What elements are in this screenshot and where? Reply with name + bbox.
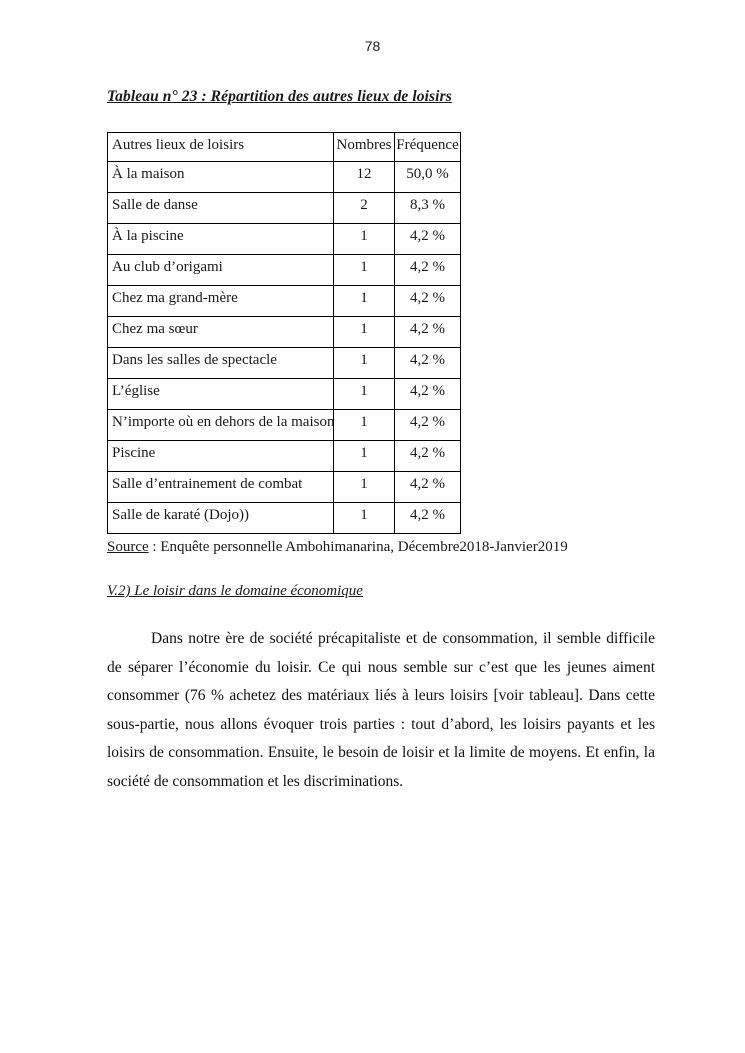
table-row: Piscine 1 4,2 % — [107, 440, 461, 472]
cell-frequence: 4,2 % — [394, 378, 461, 410]
cell-lieu: Salle de karaté (Dojo)) — [107, 502, 334, 534]
table-row: À la piscine 1 4,2 % — [107, 223, 461, 255]
section-heading: V.2) Le loisir dans le domaine économiqu… — [107, 583, 363, 599]
cell-nombre: 1 — [333, 502, 395, 534]
cell-nombre: 1 — [333, 409, 395, 441]
table-row: Chez ma sœur 1 4,2 % — [107, 316, 461, 348]
table-row: À la maison 12 50,0 % — [107, 161, 461, 193]
cell-lieu: Salle d’entrainement de combat — [107, 471, 334, 503]
cell-nombre: 1 — [333, 316, 395, 348]
table-header-row: Autres lieux de loisirs Nombres Fréquenc… — [107, 132, 461, 162]
cell-nombre: 1 — [333, 378, 395, 410]
cell-frequence: 4,2 % — [394, 502, 461, 534]
cell-lieu: À la maison — [107, 161, 334, 193]
cell-lieu: Salle de danse — [107, 192, 334, 224]
cell-frequence: 50,0 % — [394, 161, 461, 193]
table-caption: Tableau n° 23 : Répartition des autres l… — [107, 88, 452, 105]
cell-lieu: Chez ma grand-mère — [107, 285, 334, 317]
cell-nombre: 1 — [333, 254, 395, 286]
table-row: Chez ma grand-mère 1 4,2 % — [107, 285, 461, 317]
column-header-lieux: Autres lieux de loisirs — [107, 132, 334, 162]
cell-lieu: Dans les salles de spectacle — [107, 347, 334, 379]
source-label: Source — [107, 539, 149, 555]
column-header-nombres: Nombres — [333, 132, 395, 162]
source-text: : Enquête personnelle Ambohimanarina, Dé… — [148, 539, 568, 555]
cell-nombre: 1 — [333, 471, 395, 503]
cell-nombre: 2 — [333, 192, 395, 224]
loisirs-table: Autres lieux de loisirs Nombres Fréquenc… — [107, 132, 461, 534]
cell-lieu: Chez ma sœur — [107, 316, 334, 348]
cell-nombre: 12 — [333, 161, 395, 193]
source-line: Source : Enquête personnelle Ambohimanar… — [107, 539, 655, 556]
cell-lieu: À la piscine — [107, 223, 334, 255]
cell-frequence: 4,2 % — [394, 223, 461, 255]
cell-frequence: 4,2 % — [394, 316, 461, 348]
cell-nombre: 1 — [333, 347, 395, 379]
table-row: L’église 1 4,2 % — [107, 378, 461, 410]
cell-nombre: 1 — [333, 285, 395, 317]
cell-lieu: Piscine — [107, 440, 334, 472]
column-header-frequence: Fréquence — [394, 132, 461, 162]
cell-frequence: 4,2 % — [394, 347, 461, 379]
page-number: 78 — [364, 38, 381, 54]
table-row: N’importe où en dehors de la maison 1 4,2 … — [107, 409, 461, 441]
page-content: Tableau n° 23 : Répartition des autres l… — [107, 88, 655, 796]
body-paragraph: Dans notre ère de société précapitaliste… — [107, 630, 655, 790]
cell-lieu: N’importe où en dehors de la maison — [107, 409, 334, 441]
cell-frequence: 4,2 % — [394, 409, 461, 441]
cell-lieu: Au club d’origami — [107, 254, 334, 286]
table-row: Salle d’entrainement de combat 1 4,2 % — [107, 471, 461, 503]
table-row: Salle de karaté (Dojo)) 1 4,2 % — [107, 502, 461, 534]
cell-frequence: 8,3 % — [394, 192, 461, 224]
cell-lieu: L’église — [107, 378, 334, 410]
cell-frequence: 4,2 % — [394, 440, 461, 472]
table-body: À la maison 12 50,0 % Salle de danse 2 8,3 % À… — [107, 161, 461, 534]
cell-frequence: 4,2 % — [394, 471, 461, 503]
table-row: Salle de danse 2 8,3 % — [107, 192, 461, 224]
cell-frequence: 4,2 % — [394, 285, 461, 317]
cell-nombre: 1 — [333, 223, 395, 255]
cell-nombre: 1 — [333, 440, 395, 472]
table-row: Dans les salles de spectacle 1 4,2 % — [107, 347, 461, 379]
cell-frequence: 4,2 % — [394, 254, 461, 286]
table-row: Au club d’origami 1 4,2 % — [107, 254, 461, 286]
